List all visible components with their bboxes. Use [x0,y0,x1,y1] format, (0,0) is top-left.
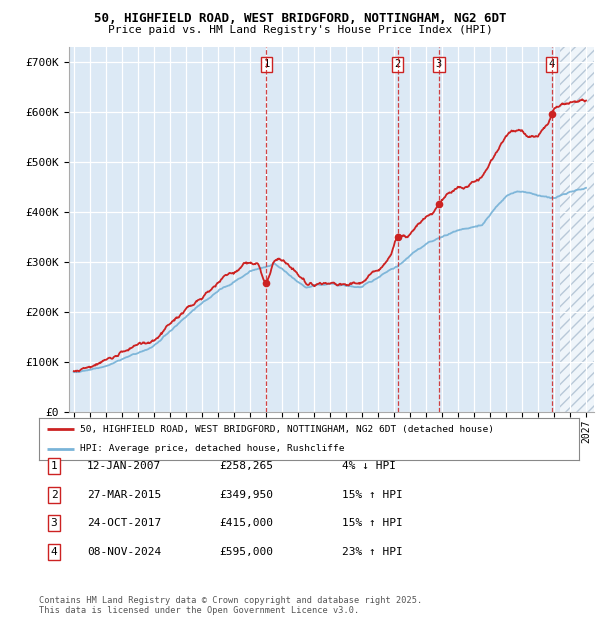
Text: 08-NOV-2024: 08-NOV-2024 [87,547,161,557]
Text: 1: 1 [50,461,58,471]
Text: 2: 2 [50,490,58,500]
Text: £595,000: £595,000 [219,547,273,557]
Text: HPI: Average price, detached house, Rushcliffe: HPI: Average price, detached house, Rush… [79,444,344,453]
Text: £415,000: £415,000 [219,518,273,528]
Bar [560,46,600,412]
Text: £349,950: £349,950 [219,490,273,500]
Text: 1: 1 [263,60,269,69]
Text: 4: 4 [548,60,555,69]
Text: 24-OCT-2017: 24-OCT-2017 [87,518,161,528]
Text: 12-JAN-2007: 12-JAN-2007 [87,461,161,471]
Text: 3: 3 [50,518,58,528]
Text: 4: 4 [50,547,58,557]
Text: 2: 2 [394,60,401,69]
Text: 27-MAR-2015: 27-MAR-2015 [87,490,161,500]
Text: £258,265: £258,265 [219,461,273,471]
Text: 50, HIGHFIELD ROAD, WEST BRIDGFORD, NOTTINGHAM, NG2 6DT: 50, HIGHFIELD ROAD, WEST BRIDGFORD, NOTT… [94,12,506,25]
Text: Contains HM Land Registry data © Crown copyright and database right 2025.
This d: Contains HM Land Registry data © Crown c… [39,596,422,615]
Text: 4% ↓ HPI: 4% ↓ HPI [342,461,396,471]
Bar [560,46,600,412]
Text: 15% ↑ HPI: 15% ↑ HPI [342,490,403,500]
Text: 23% ↑ HPI: 23% ↑ HPI [342,547,403,557]
Text: 50, HIGHFIELD ROAD, WEST BRIDGFORD, NOTTINGHAM, NG2 6DT (detached house): 50, HIGHFIELD ROAD, WEST BRIDGFORD, NOTT… [79,425,493,434]
Text: Price paid vs. HM Land Registry's House Price Index (HPI): Price paid vs. HM Land Registry's House … [107,25,493,35]
Text: 3: 3 [436,60,442,69]
Text: 15% ↑ HPI: 15% ↑ HPI [342,518,403,528]
